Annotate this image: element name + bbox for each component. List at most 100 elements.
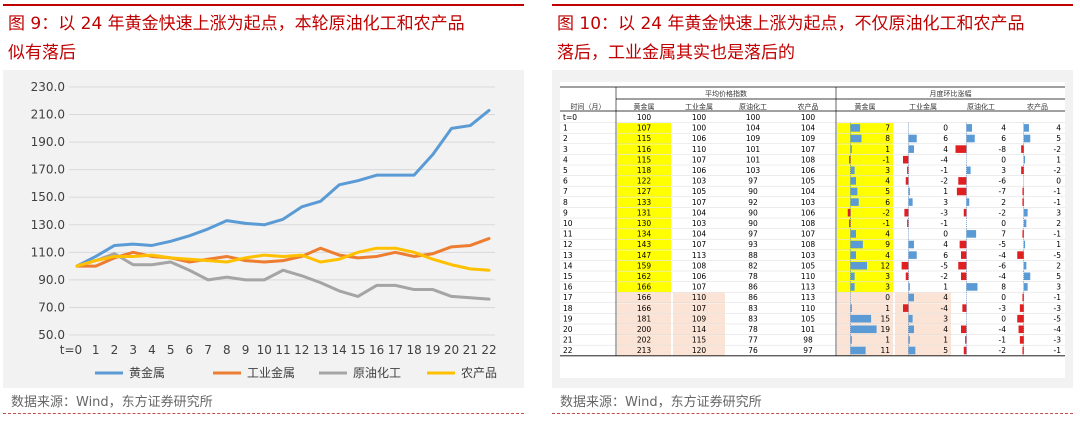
table-cell-change: 1	[885, 145, 890, 154]
table-cell-time: 5	[563, 166, 568, 175]
table-cell-change: -4	[999, 325, 1007, 334]
table-cell-change: -1	[941, 219, 949, 228]
table-cell-change: -4	[941, 304, 949, 313]
table-cell-value: 110	[692, 145, 707, 154]
table-cell-change: 0	[1001, 293, 1006, 302]
change-bar-positive	[850, 198, 859, 206]
highlight-cell	[837, 292, 893, 303]
highlight-cell	[617, 313, 671, 324]
table-cell-change: -1	[1054, 346, 1062, 355]
change-bar-positive	[850, 325, 877, 334]
table-cell-value: 83	[748, 304, 758, 313]
table-cell-value: 92	[748, 198, 758, 207]
table-cell-value: 118	[637, 166, 652, 175]
highlight-cell	[837, 335, 893, 346]
table-cell-change: 2	[1001, 198, 1006, 207]
highlight-cell	[617, 335, 671, 346]
y-tick-label: 90.0	[38, 273, 65, 287]
table-cell-change: 6	[943, 134, 948, 143]
change-bar-negative	[849, 155, 851, 164]
table-cell-change: -3	[1054, 336, 1062, 345]
table-cell-change: 15	[880, 314, 890, 323]
table-cell-value: 147	[637, 251, 652, 260]
table-cell-change: 4	[885, 251, 890, 260]
table-cell-value: 86	[748, 283, 758, 292]
change-bar-positive	[966, 283, 978, 291]
change-bar-negative	[849, 219, 851, 228]
table-cell-change: 0	[943, 124, 948, 133]
table-cell-change: 8	[1001, 283, 1006, 292]
table-cell-change: -4	[1054, 325, 1062, 334]
change-bar-negative	[903, 304, 909, 312]
table-cell-value: 159	[637, 261, 652, 270]
highlight-cell	[837, 207, 893, 218]
table-cell-value: 103	[692, 219, 707, 228]
highlight-cell	[617, 197, 671, 208]
table-cell-value: 133	[637, 198, 652, 207]
change-bar-positive	[908, 198, 913, 206]
table-cell-value: 101	[746, 155, 761, 164]
change-bar-positive	[850, 283, 855, 291]
change-bar-negative	[965, 336, 967, 344]
series-line-黄金属	[75, 108, 491, 268]
change-bar-positive	[850, 272, 855, 281]
change-bar-negative	[958, 261, 967, 270]
highlight-cell	[617, 250, 671, 261]
table-cell-value: 76	[748, 346, 758, 355]
table-column-header: 黄金属	[855, 102, 876, 111]
table-cell-change: 1	[943, 283, 948, 292]
change-bar-negative	[1022, 346, 1024, 355]
table-cell-time: 8	[563, 198, 568, 207]
highlight-cell	[837, 282, 893, 293]
table-cell-change: 1	[943, 187, 948, 196]
highlight-cell	[617, 207, 671, 218]
y-tick-label: 210.0	[31, 108, 65, 122]
figure-9-title-line1: 图 9：以 24 年黄金快速上涨为起点，本轮原油化工和农产品	[8, 14, 465, 34]
highlight-cell	[837, 250, 893, 261]
table-cell-value: 86	[748, 293, 758, 302]
table-cell-value: 103	[801, 251, 816, 260]
table-cell-change: -1	[883, 155, 891, 164]
table-cell-value: 108	[801, 155, 816, 164]
change-bar-positive	[1023, 261, 1027, 270]
table-cell-change: 1	[1056, 240, 1061, 249]
table-cell-value: 104	[692, 230, 707, 239]
table-cell-value: 90	[748, 219, 758, 228]
table-cell-change: -2	[941, 272, 949, 281]
change-bar-positive	[908, 240, 914, 249]
table-cell-change: -3	[941, 208, 949, 217]
change-bar-negative	[907, 219, 909, 228]
table-cell-value: 213	[637, 346, 652, 355]
table-cell-change: 5	[1056, 134, 1061, 143]
table-cell-value: 107	[692, 283, 707, 292]
table-cell-value: 103	[746, 166, 761, 175]
highlight-cell	[837, 229, 893, 240]
x-tick-label: 19	[425, 343, 440, 357]
change-bar-negative	[963, 346, 967, 355]
figure-9-title-line2: 似有落后	[8, 43, 76, 63]
highlight-cell	[617, 260, 671, 271]
change-bar-positive	[1023, 155, 1026, 164]
table-cell-change: -5	[999, 240, 1007, 249]
table-cell-value: 100	[801, 113, 816, 122]
table-cell-value: 97	[803, 346, 813, 355]
change-bar-negative	[958, 177, 967, 185]
figure-10-source: 数据来源：Wind，东方证券研究所	[560, 395, 762, 410]
change-bar-negative	[1022, 198, 1024, 206]
table-cell-change: -4	[999, 272, 1007, 281]
change-bar-negative	[903, 155, 909, 164]
table-cell-value: 105	[692, 187, 707, 196]
change-bar-positive	[850, 336, 852, 344]
x-tick-label: 18	[406, 343, 421, 357]
change-bar-negative	[1021, 166, 1024, 175]
table-cell-value: 106	[692, 166, 707, 175]
table-cell-time: 15	[563, 272, 573, 281]
table-cell-change: -2	[1054, 145, 1062, 154]
table-cell-value: 105	[801, 314, 816, 323]
table-cell-change: 1	[1056, 155, 1061, 164]
legend-label: 农产品	[461, 366, 497, 380]
change-bar-positive	[850, 261, 867, 270]
table-cell-change: 4	[885, 230, 890, 239]
table-cell-change: 3	[1056, 208, 1061, 217]
